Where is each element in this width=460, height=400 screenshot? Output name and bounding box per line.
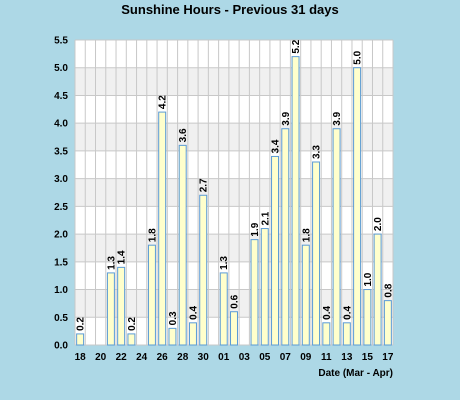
data-label-12: 3.9	[332, 111, 343, 125]
y-tick-label: 5.5	[54, 36, 68, 47]
y-tick-label: 1.0	[54, 285, 68, 296]
data-label-01: 1.3	[219, 256, 230, 270]
data-label-15: 1.0	[363, 272, 374, 286]
y-tick-label: 3.5	[54, 146, 68, 157]
bar-09	[301, 244, 310, 346]
x-tick-label: 11	[321, 352, 332, 363]
bar-16	[373, 233, 382, 346]
data-label-26: 4.2	[158, 95, 169, 109]
y-tick-label: 0.5	[54, 313, 68, 324]
plot-band	[75, 67, 393, 96]
x-tick-label: 03	[239, 352, 251, 363]
bar-12	[332, 128, 341, 346]
vertical-gridlines	[74, 40, 394, 345]
x-tick-label: 13	[341, 352, 353, 363]
bar-05	[260, 228, 269, 346]
y-tick-label: 0.0	[54, 341, 68, 352]
plot-band	[75, 206, 393, 235]
plot-band	[75, 123, 393, 151]
data-label-28: 3.6	[178, 128, 189, 142]
bar-30	[199, 194, 208, 346]
data-label-11: 0.4	[322, 305, 333, 319]
x-tick-label: 01	[218, 352, 230, 363]
x-tick-label: 05	[259, 352, 271, 363]
x-tick-label: 07	[280, 352, 292, 363]
x-tick-label: 22	[116, 352, 128, 363]
data-label-23: 0.2	[127, 317, 138, 331]
x-tick-label: 17	[382, 352, 394, 363]
bar-07	[281, 128, 290, 346]
data-label-10: 3.3	[312, 145, 323, 159]
x-tick-label: 28	[177, 352, 189, 363]
bar-22	[117, 266, 126, 346]
bar-17	[383, 300, 392, 346]
x-tick-label: 24	[136, 352, 148, 363]
bar-23	[127, 333, 136, 346]
data-label-06: 3.4	[271, 139, 282, 153]
plot-band	[75, 150, 393, 179]
data-label-14: 5.0	[353, 50, 364, 64]
bar-06	[271, 155, 280, 346]
bar-18	[76, 333, 85, 346]
y-tick-label: 4.5	[54, 91, 68, 102]
bar-27	[168, 327, 177, 346]
plot-band	[75, 178, 393, 207]
y-tick-label: 3.0	[54, 174, 68, 185]
data-label-18: 0.2	[76, 317, 87, 331]
bar-29	[188, 322, 197, 346]
data-label-07: 3.9	[281, 111, 292, 125]
data-label-30: 2.7	[199, 178, 210, 192]
bar-15	[363, 289, 372, 346]
data-labels-group: 0.21.3 1.40.21.84.20.33.60.42.71.30.61.92…	[76, 39, 395, 331]
bars-group	[76, 56, 392, 346]
x-tick-label: 26	[157, 352, 169, 363]
bar-21	[106, 272, 115, 346]
data-label-09: 1.8	[301, 228, 312, 242]
data-label-25: 1.8	[147, 228, 158, 242]
data-label-22: 1.4	[117, 250, 128, 264]
x-tick-label: 18	[75, 352, 87, 363]
data-label-04: 1.9	[250, 222, 261, 236]
x-axis-ticks: 18 20 22 24 26 28 30 01 03 05 07 09 11 13 15 17	[75, 352, 394, 363]
data-label-16: 2.0	[373, 217, 384, 231]
y-tick-label: 1.5	[54, 257, 68, 268]
x-tick-label: 30	[198, 352, 210, 363]
bar-14	[353, 67, 362, 346]
data-label-27: 0.3	[168, 311, 179, 325]
bar-10	[312, 161, 321, 346]
data-label-21: 1.3	[106, 256, 117, 270]
x-tick-label: 15	[362, 352, 374, 363]
bar-26	[158, 111, 167, 346]
chart-title: Sunshine Hours - Previous 31 days	[121, 2, 338, 17]
bar-28	[178, 144, 187, 346]
data-label-17: 0.8	[383, 283, 394, 297]
bar-01	[219, 272, 228, 346]
x-axis-title: Date (Mar - Apr)	[318, 368, 393, 379]
plot-band	[75, 40, 393, 68]
bar-13	[342, 322, 351, 346]
x-tick-label: 09	[300, 352, 312, 363]
y-tick-label: 2.0	[54, 230, 68, 241]
y-tick-label: 2.5	[54, 202, 68, 213]
y-tick-label: 5.0	[54, 63, 68, 74]
bar-08	[291, 56, 300, 346]
data-label-29: 0.4	[188, 305, 199, 319]
bar-11	[322, 322, 331, 346]
plot-band	[75, 95, 393, 124]
data-label-02: 0.6	[230, 294, 241, 308]
y-axis-ticks: 0.0 0.5 1.0 1.5 2.0 2.5 3.0 3.5 4.0 4.5 5.0 5.5	[54, 36, 68, 352]
bar-04	[250, 239, 259, 346]
y-tick-label: 4.0	[54, 119, 68, 130]
data-label-08: 5.2	[291, 39, 302, 53]
x-tick-label: 20	[95, 352, 107, 363]
bar-25	[147, 244, 156, 346]
bar-02	[230, 311, 238, 346]
data-label-05: 2.1	[260, 211, 271, 225]
data-label-13: 0.4	[342, 305, 353, 319]
